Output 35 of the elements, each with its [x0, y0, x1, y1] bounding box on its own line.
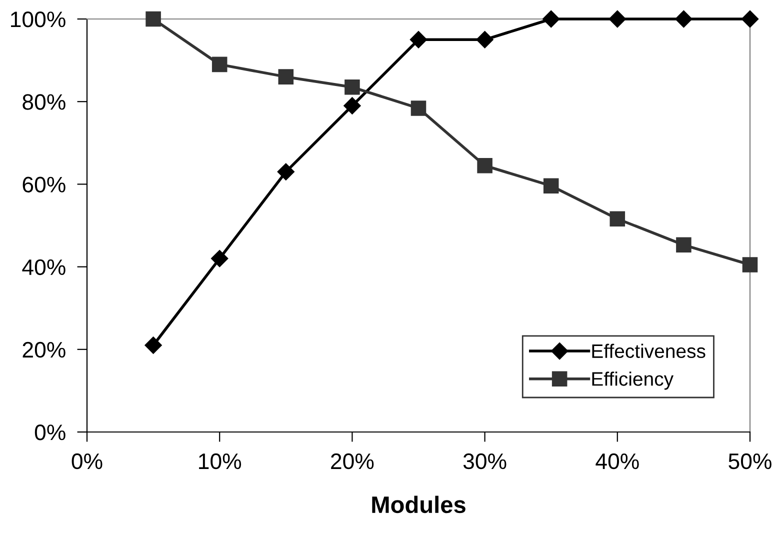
y-tick-label: 20% [22, 342, 66, 358]
y-tick-label: 80% [22, 94, 66, 110]
point [741, 10, 759, 28]
point [278, 69, 294, 84]
point [344, 80, 360, 95]
x-tick-label: 40% [596, 453, 639, 470]
y-tick-label: 60% [22, 176, 66, 192]
x-tick-label: 10% [199, 453, 242, 470]
legend-label: Efficiency [592, 372, 674, 390]
legend-label: Effectiveness [592, 344, 706, 358]
point [676, 237, 692, 253]
point [476, 31, 494, 48]
point [477, 158, 492, 174]
point [410, 100, 426, 116]
y-tick-label: 40% [22, 259, 66, 276]
x-tick-label: 0% [72, 453, 102, 470]
point [344, 97, 361, 114]
y-tick-label: 100% [11, 12, 66, 28]
point [610, 211, 626, 227]
point [542, 10, 560, 28]
x-tick-label: 20% [331, 453, 374, 470]
point [146, 11, 161, 27]
point [144, 336, 162, 354]
x-tick-label: 50% [728, 453, 772, 470]
x-axis-title: Modules [372, 496, 466, 514]
point [608, 10, 626, 28]
point [543, 178, 559, 194]
x-tick-label: 30% [463, 453, 506, 470]
point [212, 56, 228, 72]
point [211, 250, 228, 268]
point [410, 31, 428, 48]
point [277, 163, 294, 180]
y-tick-label: 0% [34, 424, 66, 440]
point [742, 257, 758, 272]
point [675, 10, 692, 28]
